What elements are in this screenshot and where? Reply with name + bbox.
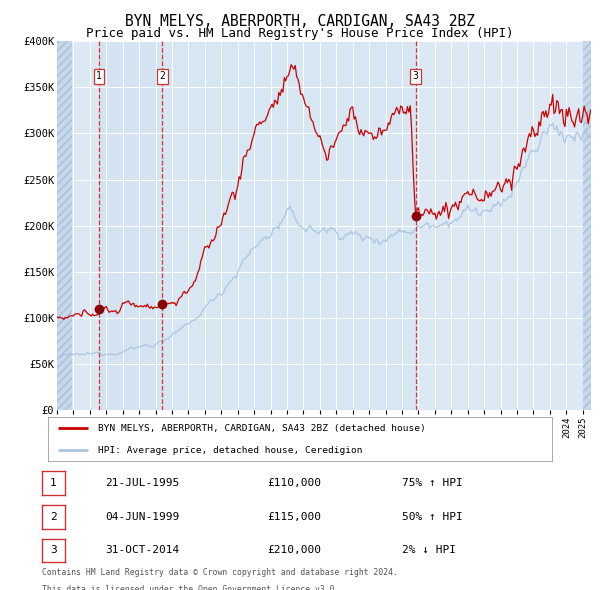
Text: 2: 2 [50, 512, 57, 522]
Bar [163, 41, 416, 410]
Text: 04-JUN-1999: 04-JUN-1999 [105, 512, 179, 522]
Text: 75% ↑ HPI: 75% ↑ HPI [402, 478, 463, 488]
Text: Price paid vs. HM Land Registry's House Price Index (HPI): Price paid vs. HM Land Registry's House … [86, 27, 514, 40]
Text: HPI: Average price, detached house, Ceredigion: HPI: Average price, detached house, Cere… [98, 446, 363, 455]
Text: £210,000: £210,000 [267, 545, 321, 555]
Text: 21-JUL-1995: 21-JUL-1995 [105, 478, 179, 488]
Bar [583, 41, 591, 410]
Text: 3: 3 [50, 546, 57, 555]
Text: 50% ↑ HPI: 50% ↑ HPI [402, 512, 463, 522]
Text: £115,000: £115,000 [267, 512, 321, 522]
Text: 31-OCT-2014: 31-OCT-2014 [105, 545, 179, 555]
Text: 3: 3 [413, 71, 419, 81]
Text: £110,000: £110,000 [267, 478, 321, 488]
Text: BYN MELYS, ABERPORTH, CARDIGAN, SA43 2BZ: BYN MELYS, ABERPORTH, CARDIGAN, SA43 2BZ [125, 14, 475, 29]
Text: Contains HM Land Registry data © Crown copyright and database right 2024.: Contains HM Land Registry data © Crown c… [42, 568, 398, 577]
Bar [99, 41, 163, 410]
Bar [57, 41, 72, 410]
Text: This data is licensed under the Open Government Licence v3.0.: This data is licensed under the Open Gov… [42, 585, 340, 590]
Text: BYN MELYS, ABERPORTH, CARDIGAN, SA43 2BZ (detached house): BYN MELYS, ABERPORTH, CARDIGAN, SA43 2BZ… [98, 424, 426, 432]
Bar [57, 41, 72, 410]
Text: 2: 2 [160, 71, 166, 81]
Text: 2% ↓ HPI: 2% ↓ HPI [402, 545, 456, 555]
Text: 1: 1 [96, 71, 102, 81]
Bar [583, 41, 591, 410]
Text: 1: 1 [50, 478, 57, 488]
